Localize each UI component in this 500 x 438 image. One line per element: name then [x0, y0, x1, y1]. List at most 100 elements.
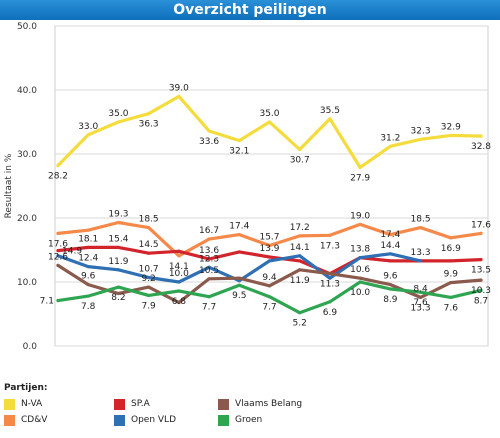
data-label: 33.6: [199, 137, 219, 147]
y-tick-label: 20.0: [17, 214, 37, 224]
data-point: [116, 120, 121, 124]
data-point: [207, 237, 211, 241]
data-label: 11.3: [320, 280, 340, 290]
y-tick-label: 30.0: [17, 150, 37, 160]
data-point: [237, 233, 241, 237]
data-point: [207, 295, 211, 299]
data-label: 6.9: [323, 308, 338, 318]
data-point: [116, 220, 121, 225]
legend-item-vlaams-belang: Vlaams Belang: [218, 398, 302, 410]
data-point: [147, 275, 151, 280]
data-label: 13.3: [411, 248, 431, 258]
data-point: [358, 280, 362, 284]
data-label: 17.3: [320, 241, 340, 251]
data-point: [449, 133, 453, 138]
data-label: 39.0: [169, 83, 189, 93]
legend-item-open-vld: Open VLD: [114, 414, 176, 426]
legend-item-sp-a: SP.A: [114, 398, 150, 410]
data-label: 18.5: [139, 215, 159, 225]
data-point: [116, 245, 121, 250]
data-point: [267, 295, 272, 299]
data-label: 8.7: [474, 296, 488, 306]
data-point: [328, 117, 332, 121]
data-label: 17.4: [229, 222, 249, 232]
data-point: [298, 254, 302, 258]
data-label: 10.7: [139, 265, 159, 275]
legend-item-groen: Groen: [218, 414, 262, 426]
data-label: 8.4: [413, 284, 428, 294]
data-label: 31.2: [380, 133, 400, 143]
data-label: 13.5: [471, 266, 491, 276]
data-label: 7.8: [81, 302, 96, 312]
y-tick-label: 40.0: [17, 86, 37, 96]
data-point: [298, 268, 302, 272]
data-label: 9.9: [444, 270, 459, 280]
data-point: [177, 280, 181, 284]
data-label: 10.0: [350, 288, 370, 298]
data-point: [388, 144, 392, 148]
data-point: [449, 295, 453, 299]
data-label: 7.9: [141, 301, 156, 311]
data-label: 12.4: [78, 254, 98, 264]
data-label: 35.5: [320, 106, 340, 116]
data-label: 9.2: [141, 274, 155, 284]
data-point: [147, 251, 151, 255]
data-point: [418, 226, 423, 230]
data-point: [388, 287, 392, 291]
legend-swatch: [114, 398, 125, 410]
data-label: 35.0: [108, 109, 128, 119]
legend-title: Partijen:: [4, 383, 48, 393]
data-point: [207, 129, 211, 133]
data-point: [56, 263, 60, 267]
y-tick-label: 10.0: [17, 278, 37, 288]
legend-label: CD&V: [21, 415, 48, 425]
data-label: 33.0: [78, 122, 98, 132]
data-point: [479, 134, 483, 138]
data-point: [116, 291, 121, 296]
data-point: [177, 254, 181, 258]
data-point: [147, 285, 151, 289]
data-label: 17.4: [380, 230, 400, 240]
data-point: [177, 300, 181, 305]
data-label: 5.2: [293, 319, 307, 329]
data-point: [388, 282, 392, 287]
data-label: 12.6: [48, 252, 68, 262]
data-point: [449, 281, 453, 285]
data-point: [298, 259, 302, 263]
data-point: [86, 294, 90, 298]
data-label: 14.1: [169, 262, 189, 272]
data-label: 7.7: [262, 303, 276, 313]
data-label: 32.3: [411, 126, 431, 136]
data-point: [237, 276, 241, 280]
data-label: 13.3: [411, 303, 431, 313]
data-point: [177, 94, 181, 98]
legend-item-cd-v: CD&V: [4, 414, 47, 426]
legend-label: Open VLD: [131, 415, 176, 425]
data-point: [86, 282, 90, 287]
data-label: 14.4: [380, 241, 400, 251]
legend-swatch: [218, 398, 229, 410]
data-point: [479, 278, 483, 282]
legend-label: Vlaams Belang: [235, 399, 303, 409]
data-label: 30.7: [290, 156, 310, 166]
data-point: [388, 259, 392, 263]
data-point: [418, 295, 423, 299]
data-label: 8.9: [383, 295, 398, 305]
legend-swatch: [114, 414, 125, 426]
data-label: 13.6: [199, 246, 219, 256]
data-label: 11.9: [108, 257, 128, 267]
legend-swatch: [4, 414, 15, 426]
data-label: 7.6: [444, 303, 459, 313]
data-point: [328, 272, 332, 276]
data-point: [237, 283, 241, 287]
data-point: [56, 249, 60, 253]
data-point: [449, 236, 453, 240]
data-point: [86, 228, 90, 232]
data-point: [358, 276, 362, 280]
data-label: 9.4: [262, 273, 277, 283]
data-point: [177, 249, 181, 253]
data-point: [479, 258, 483, 262]
data-point: [267, 259, 272, 263]
data-label: 27.9: [350, 173, 370, 183]
data-label: 7.6: [413, 298, 428, 308]
